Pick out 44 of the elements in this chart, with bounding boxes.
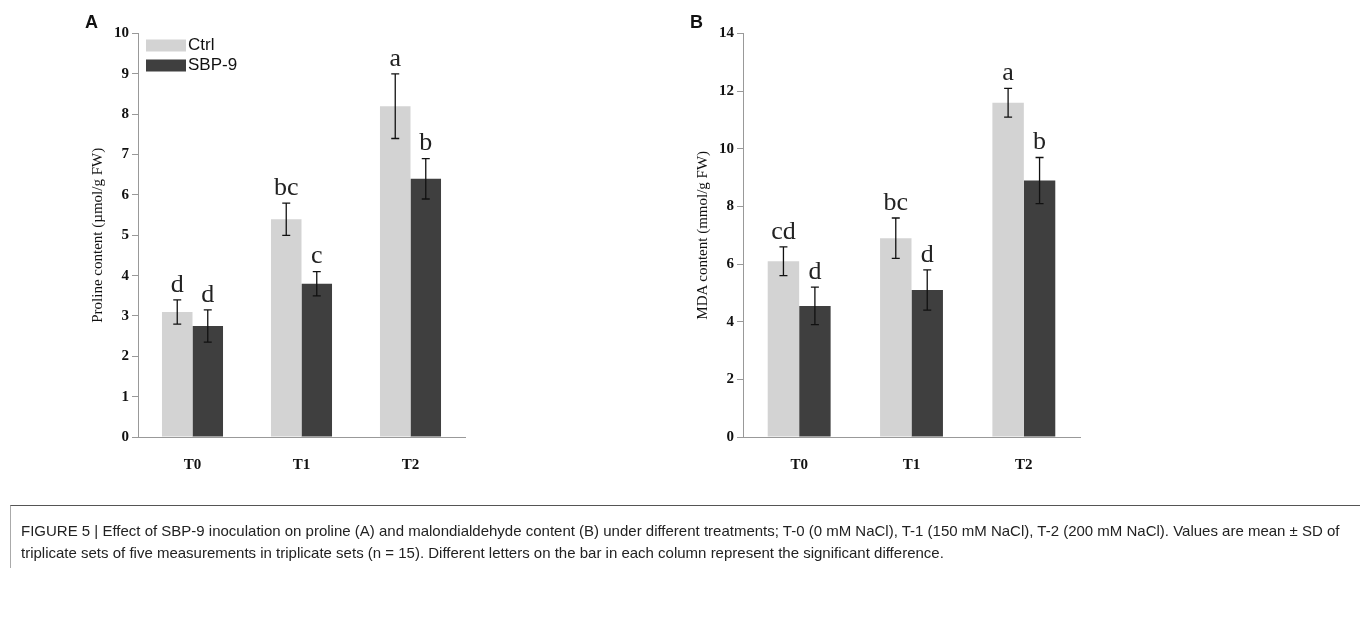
- data-label: cd: [771, 215, 796, 245]
- y-tick-label: 2: [726, 370, 734, 387]
- y-tick-label: 10: [114, 24, 129, 41]
- y-tick-label: 5: [121, 226, 129, 243]
- y-axis-title: MDA content (mmol/g FW): [693, 150, 711, 320]
- data-label: d: [920, 238, 934, 268]
- data-label: d: [201, 278, 215, 308]
- y-tick-label: 3: [121, 306, 129, 323]
- y-tick-label: 12: [719, 82, 734, 99]
- chart-title: B: [690, 11, 703, 32]
- data-label: b: [419, 127, 433, 157]
- legend-label: SBP-9: [188, 55, 238, 75]
- y-tick-label: 4: [121, 266, 130, 283]
- data-label: a: [1002, 57, 1015, 87]
- y-tick-label: 14: [719, 24, 735, 41]
- y-tick-label: 6: [726, 254, 735, 271]
- y-tick-label: 0: [726, 427, 734, 444]
- x-tick-label: T0: [790, 455, 808, 472]
- data-label: a: [389, 42, 402, 72]
- x-tick-label: T2: [1015, 455, 1033, 472]
- x-tick-label: T1: [292, 455, 311, 472]
- y-axis-title: Proline content (µmol/g FW): [88, 147, 106, 323]
- y-tick-label: 1: [121, 387, 129, 404]
- caption: FIGURE 5 | Effect of SBP-9 inoculation on proline (A) and malondialdehyde content (B) under different treatments; T-0 (0 mM NaCl), T-1 (150 mM NaCl), T-2 (200 mM NaCl). Values are mean ± SD of triplicate sets of five measurements in triplicate sets (n = 15). Different letters on the bar in each column represent the significant difference.: [10, 505, 1360, 568]
- data-label: b: [1033, 126, 1047, 156]
- y-tick-label: 4: [726, 312, 735, 329]
- chart-title: A: [85, 11, 98, 32]
- data-label: bc: [883, 186, 909, 216]
- y-tick-label: 2: [121, 347, 129, 364]
- data-label: bc: [273, 171, 299, 201]
- x-tick-label: T2: [401, 455, 420, 472]
- x-tick-label: T1: [902, 455, 921, 472]
- y-tick-label: 8: [121, 105, 129, 122]
- legend-label: Ctrl: [188, 35, 215, 55]
- y-tick-label: 0: [121, 427, 129, 444]
- y-tick-label: 10: [719, 139, 734, 156]
- y-tick-label: 8: [726, 197, 734, 214]
- data-label: d: [808, 255, 822, 285]
- data-label: d: [170, 268, 184, 298]
- data-label: c: [310, 240, 323, 270]
- y-tick-label: 7: [121, 145, 130, 162]
- y-tick-label: 9: [121, 64, 129, 81]
- x-tick-label: T0: [183, 455, 202, 472]
- y-tick-label: 6: [121, 185, 130, 202]
